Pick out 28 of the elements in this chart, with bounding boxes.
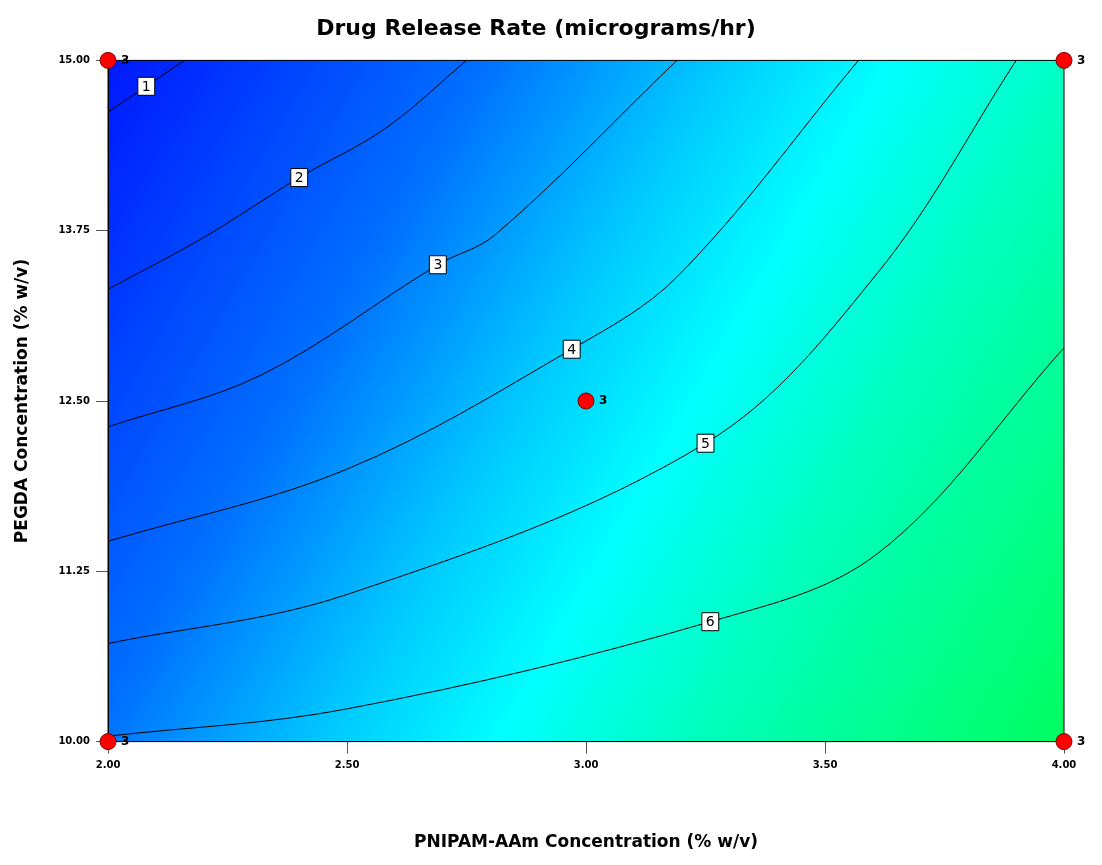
annotation: 3 xyxy=(599,393,608,408)
point xyxy=(1055,733,1073,751)
chart-title: Drug Release Rate (micrograms/hr) xyxy=(316,14,756,40)
x-tick-label: 3.50 xyxy=(812,759,838,771)
x-tick-label: 2.00 xyxy=(95,759,121,771)
annotation: 3 xyxy=(1077,733,1086,748)
point xyxy=(99,51,117,69)
x-tick-label: 3.00 xyxy=(573,759,599,771)
point xyxy=(577,392,595,410)
annotation: 3 xyxy=(121,52,130,67)
y-axis-title: PEGDA Concentration (% w/v) xyxy=(10,258,31,544)
point xyxy=(1055,51,1073,69)
series-label: 5 xyxy=(701,434,710,451)
series-label: 2 xyxy=(294,169,304,186)
y-tick-label: 12.50 xyxy=(58,394,91,406)
series-label: 4 xyxy=(567,340,577,357)
series-label: 1 xyxy=(141,77,151,94)
x-tick-label: 2.50 xyxy=(334,759,360,771)
y-tick-label: 10.00 xyxy=(58,735,91,747)
series-label: 3 xyxy=(433,256,443,273)
series-label: 6 xyxy=(705,613,715,630)
x-axis-title: PNIPAM-AAm Concentration (% w/v) xyxy=(413,831,759,852)
y-tick-label: 11.25 xyxy=(58,564,91,576)
x-tick-label: 4.00 xyxy=(1051,759,1077,771)
y-tick-label: 15.00 xyxy=(58,53,91,65)
point xyxy=(99,733,117,751)
y-tick-label: 13.75 xyxy=(58,224,91,236)
annotation: 3 xyxy=(1077,52,1086,67)
